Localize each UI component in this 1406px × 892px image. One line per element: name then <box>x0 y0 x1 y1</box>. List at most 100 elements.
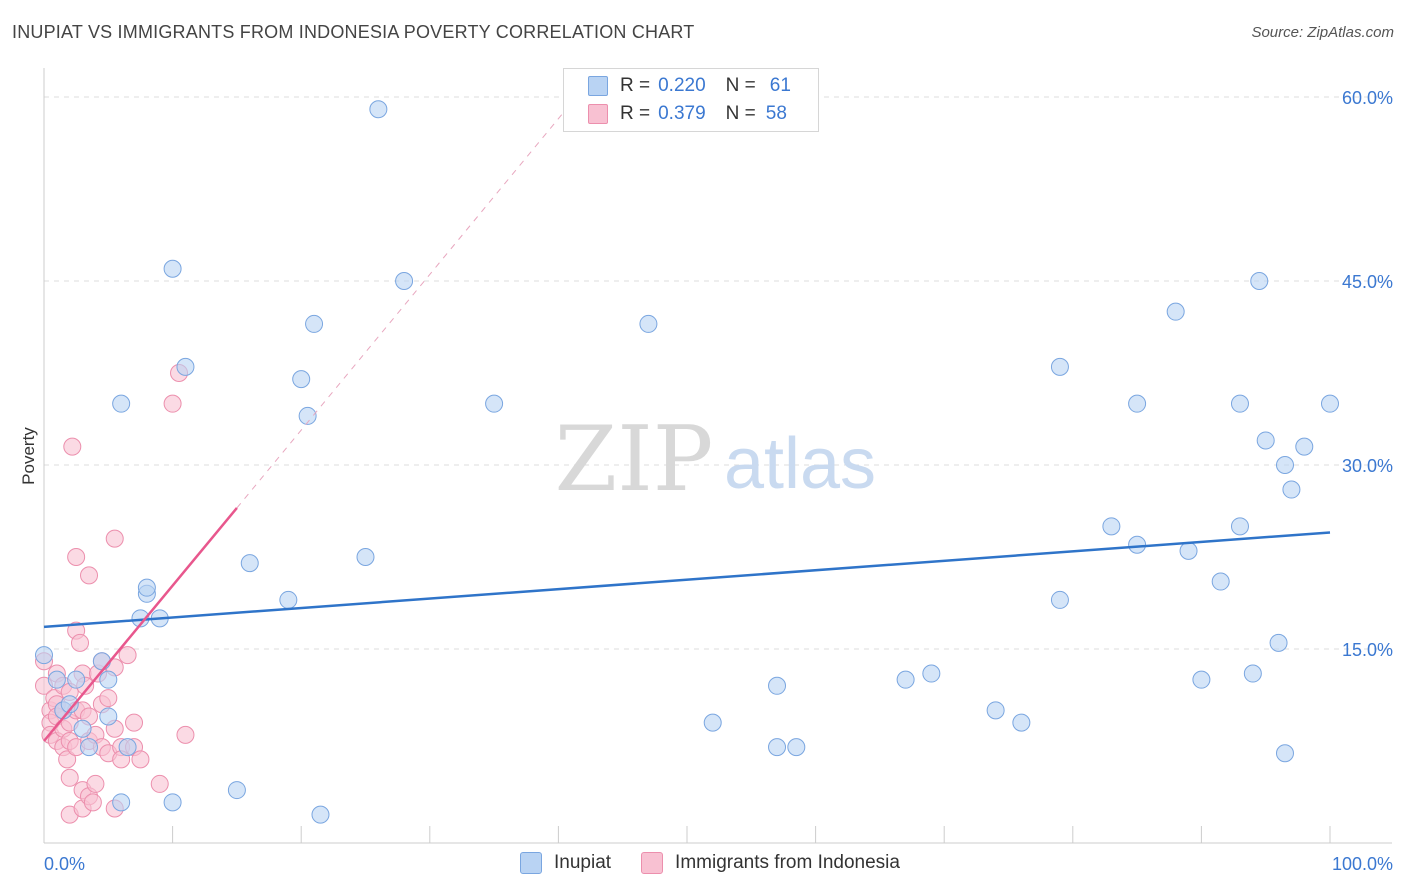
point-inupiat <box>369 100 388 119</box>
point-inupiat <box>1179 541 1198 560</box>
legend-n-label: N = <box>725 75 756 96</box>
data-points <box>35 100 1339 824</box>
watermark-atlas: atlas <box>724 424 876 504</box>
point-inupiat <box>1128 535 1147 554</box>
axis-labels: 15.0% 30.0% 45.0% 60.0% 0.0% 100.0% Poverty <box>19 88 1393 874</box>
point-inupiat <box>1269 633 1288 652</box>
point-inupiat <box>176 357 195 376</box>
point-inupiat <box>47 670 66 689</box>
point-indonesia <box>86 774 105 793</box>
point-indonesia <box>67 548 86 566</box>
point-inupiat <box>311 805 330 824</box>
legend-r-label: R = <box>620 75 651 96</box>
point-inupiat <box>60 695 79 714</box>
point-inupiat <box>80 738 99 757</box>
point-inupiat <box>1295 437 1314 456</box>
point-indonesia <box>105 529 124 548</box>
point-inupiat <box>1230 394 1249 413</box>
x-tick-label-max: 100.0% <box>1332 854 1393 874</box>
legend-r-label: R = <box>620 103 651 124</box>
point-inupiat <box>1250 272 1269 290</box>
series-legend-indonesia[interactable]: Immigrants from Indonesia <box>641 852 900 874</box>
y-tick-label: 30.0% <box>1342 456 1393 476</box>
point-inupiat <box>356 548 375 566</box>
series-legend-inupiat[interactable]: Inupiat <box>520 852 611 874</box>
point-indonesia <box>71 633 90 652</box>
legend-swatch-inupiat <box>588 76 608 96</box>
point-inupiat <box>1050 357 1069 376</box>
chart-title: INUPIAT VS IMMIGRANTS FROM INDONESIA POV… <box>12 22 695 42</box>
point-inupiat <box>395 272 414 290</box>
legend-row-inupiat: R = 0.220 N = 61 <box>588 74 791 98</box>
y-tick-label: 60.0% <box>1342 88 1393 108</box>
y-axis-title: Poverty <box>19 427 38 485</box>
series-swatch-indonesia <box>641 852 664 874</box>
point-indonesia <box>60 768 79 787</box>
point-inupiat <box>298 406 317 425</box>
point-inupiat <box>92 652 111 671</box>
legend-n-label: N = <box>725 103 756 124</box>
point-inupiat <box>137 578 156 597</box>
point-inupiat <box>99 670 118 689</box>
trend-line-indonesia-extension <box>236 102 572 509</box>
point-inupiat <box>1050 590 1069 609</box>
point-inupiat <box>163 259 182 278</box>
point-inupiat <box>305 314 324 333</box>
legend-n-value: 58 <box>765 103 787 124</box>
point-indonesia <box>131 750 150 769</box>
point-inupiat <box>1166 302 1185 321</box>
point-inupiat <box>485 394 504 413</box>
source-label: Source: ZipAtlas.com <box>1251 24 1394 41</box>
point-inupiat <box>1102 517 1121 536</box>
point-indonesia <box>99 689 118 708</box>
y-tick-label: 15.0% <box>1342 640 1393 660</box>
correlation-legend: R = 0.220 N = 61 R = 0.379 N = 58 <box>563 68 819 132</box>
point-inupiat <box>1256 431 1275 450</box>
x-tick-label-min: 0.0% <box>44 854 85 874</box>
point-indonesia <box>63 437 82 456</box>
point-inupiat <box>1128 394 1147 413</box>
point-inupiat <box>768 676 787 695</box>
point-inupiat <box>1230 517 1249 536</box>
point-inupiat <box>292 370 311 389</box>
point-inupiat <box>99 707 118 726</box>
point-inupiat <box>163 793 182 812</box>
point-inupiat <box>1275 744 1294 763</box>
point-inupiat <box>67 670 86 689</box>
legend-row-indonesia: R = 0.379 N = 58 <box>588 102 787 126</box>
point-inupiat <box>1321 394 1339 413</box>
point-indonesia <box>83 793 102 812</box>
series-swatch-inupiat <box>520 852 542 874</box>
point-inupiat <box>639 314 658 333</box>
point-indonesia <box>163 394 182 413</box>
point-indonesia <box>176 725 195 744</box>
point-inupiat <box>1211 572 1230 591</box>
watermark-zip: ZIP <box>555 407 714 512</box>
point-indonesia <box>118 646 137 665</box>
trend-line-inupiat <box>43 531 1331 629</box>
point-inupiat <box>768 738 787 757</box>
point-inupiat <box>112 793 131 812</box>
point-inupiat <box>922 664 941 683</box>
point-inupiat <box>1282 480 1301 499</box>
legend-r-value: 0.379 <box>658 103 706 124</box>
point-inupiat <box>35 646 53 665</box>
point-inupiat <box>703 713 722 732</box>
series-label-inupiat: Inupiat <box>554 852 612 873</box>
point-inupiat <box>1012 713 1031 732</box>
trend-lines <box>43 102 1331 742</box>
point-inupiat <box>787 738 806 757</box>
point-inupiat <box>1275 456 1294 474</box>
point-inupiat <box>227 781 246 800</box>
point-inupiat <box>1243 664 1262 683</box>
point-indonesia <box>58 750 77 769</box>
point-inupiat <box>112 394 131 413</box>
point-inupiat <box>986 701 1005 720</box>
point-inupiat <box>1192 670 1211 689</box>
watermark: ZIP atlas <box>555 407 876 512</box>
series-label-indonesia: Immigrants from Indonesia <box>675 852 900 873</box>
trend-line-indonesia <box>43 507 238 742</box>
legend-n-value: 61 <box>769 75 791 96</box>
legend-r-value: 0.220 <box>658 75 706 96</box>
